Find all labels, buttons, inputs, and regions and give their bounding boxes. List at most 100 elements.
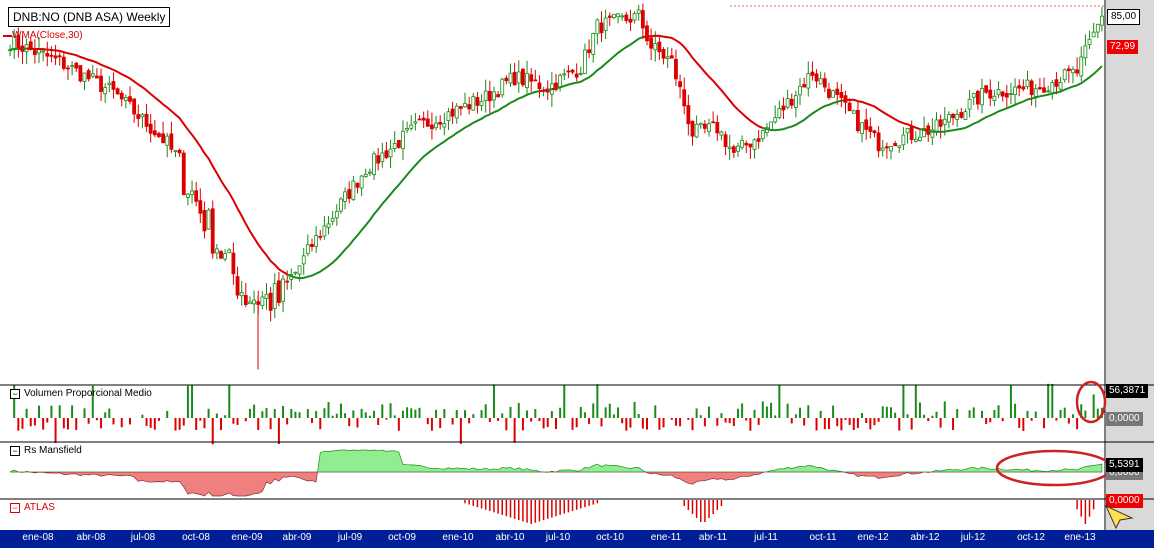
atlas-value-tag: 0,0000 xyxy=(1106,494,1143,508)
candle-body xyxy=(157,133,161,137)
candle-body xyxy=(500,78,505,96)
candle-body xyxy=(223,253,228,260)
x-tick-label: oct-09 xyxy=(388,532,416,543)
candle-body xyxy=(537,82,542,89)
candle-body xyxy=(1087,38,1092,46)
candle-body xyxy=(165,135,170,146)
candle-body xyxy=(82,72,87,82)
candle-body xyxy=(748,143,753,148)
candle-body xyxy=(930,129,935,138)
mansfield-value-tag: 5,5391 xyxy=(1106,458,1143,472)
candle-body xyxy=(645,25,649,42)
candle-body xyxy=(111,81,116,90)
candle-body xyxy=(413,121,418,124)
candle-body xyxy=(814,73,819,82)
candle-body xyxy=(665,56,670,59)
candle-body xyxy=(140,113,145,118)
candle-body xyxy=(512,72,517,86)
candle-body xyxy=(198,200,203,214)
candle-body xyxy=(893,143,898,147)
candle-body xyxy=(595,19,600,35)
candle-body xyxy=(227,249,232,254)
candle-body xyxy=(496,94,500,98)
candle-body xyxy=(475,97,480,106)
candle-body xyxy=(219,250,223,259)
candle-body xyxy=(963,111,968,120)
candle-body xyxy=(653,43,658,51)
candle-body xyxy=(1009,93,1013,96)
candle-body xyxy=(578,72,583,75)
x-tick-label: ene-11 xyxy=(650,532,682,543)
x-tick-label: oct-10 xyxy=(596,532,624,543)
candle-body xyxy=(905,127,910,134)
atlas-collapse-toggle[interactable]: − xyxy=(10,503,20,513)
candle-body xyxy=(864,119,869,130)
candle-body xyxy=(144,113,149,127)
candle-body xyxy=(438,121,443,125)
candle-body xyxy=(326,223,331,228)
candle-body xyxy=(214,248,219,254)
candle-body xyxy=(1075,69,1080,74)
candle-body xyxy=(678,81,682,88)
x-tick-label: ene-08 xyxy=(22,532,54,543)
cursor-arrow-icon xyxy=(1104,504,1134,530)
candle-body xyxy=(880,147,885,151)
candle-body xyxy=(793,95,798,108)
candle-body xyxy=(827,88,831,98)
candle-body xyxy=(975,90,980,105)
candle-body xyxy=(99,75,103,92)
candle-body xyxy=(1100,15,1104,26)
candle-body xyxy=(992,95,997,101)
candle-body xyxy=(694,123,699,138)
candle-body xyxy=(1042,87,1046,93)
candle-body xyxy=(810,71,815,76)
candle-body xyxy=(74,62,79,69)
candle-body xyxy=(959,112,964,118)
x-tick-label: ene-10 xyxy=(442,532,474,543)
candle-body xyxy=(591,33,596,55)
candle-body xyxy=(148,123,153,134)
candle-body xyxy=(922,128,926,138)
candle-body xyxy=(649,37,654,49)
candle-body xyxy=(707,123,711,132)
candle-body xyxy=(835,88,840,95)
volume-collapse-toggle[interactable]: − xyxy=(10,389,20,399)
candle-body xyxy=(628,18,633,23)
candle-body xyxy=(669,55,674,59)
candle-body xyxy=(856,109,860,132)
candle-body xyxy=(363,173,368,178)
candle-body xyxy=(458,106,463,109)
candle-body xyxy=(434,122,438,129)
candle-body xyxy=(802,84,807,88)
wma-line-segment xyxy=(841,98,921,131)
candle-body xyxy=(715,121,720,134)
wma-line-segment xyxy=(928,65,1103,133)
wma-line-segment xyxy=(555,36,644,90)
mansfield-collapse-toggle[interactable]: − xyxy=(10,446,20,456)
candle-body xyxy=(583,49,587,74)
candle-body xyxy=(769,121,773,130)
candle-body xyxy=(971,93,976,98)
candle-body xyxy=(123,97,128,101)
candle-body xyxy=(202,210,207,232)
candle-body xyxy=(181,152,186,196)
candle-body xyxy=(343,191,347,202)
wma-line-segment xyxy=(642,34,764,129)
candle-body xyxy=(756,138,761,142)
candle-body xyxy=(260,296,265,306)
candle-body xyxy=(727,146,732,149)
volume-value-tag: 56,3871 xyxy=(1106,384,1149,398)
candle-body xyxy=(206,209,211,230)
candle-body xyxy=(558,74,563,88)
candle-body xyxy=(210,208,215,254)
candle-body xyxy=(425,118,430,127)
candle-body xyxy=(632,13,637,21)
candle-body xyxy=(897,145,902,148)
candle-body xyxy=(798,86,802,96)
candle-body xyxy=(409,124,414,129)
candle-body xyxy=(1066,68,1071,72)
time-axis xyxy=(0,530,1154,548)
x-tick-label: abr-08 xyxy=(76,532,106,543)
x-tick-label: jul-09 xyxy=(337,532,363,543)
candle-body xyxy=(128,96,132,102)
